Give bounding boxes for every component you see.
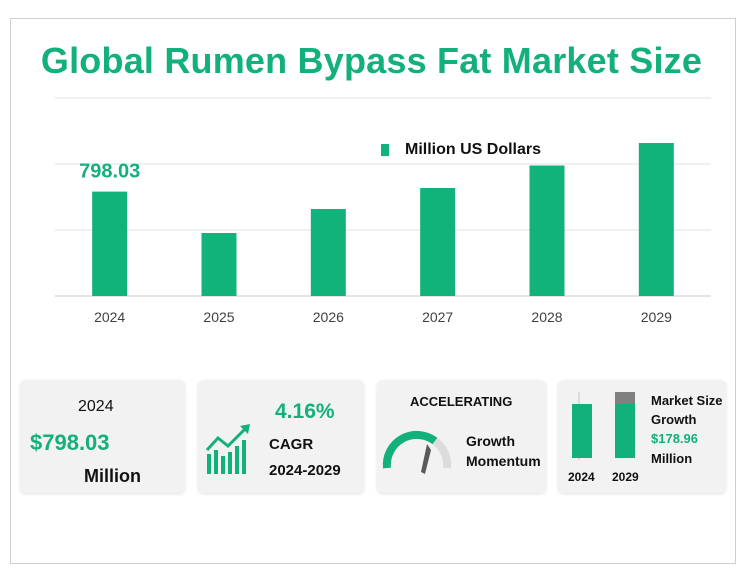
bar-2028 — [529, 165, 565, 296]
legend: Million US Dollars — [381, 141, 541, 159]
cagr-period: 2024-2029 — [269, 462, 341, 479]
base-year-card: 2024 $798.03 Million — [20, 380, 185, 493]
x-tick-label: 2029 — [641, 309, 672, 325]
x-tick-label: 2025 — [203, 309, 234, 325]
momentum-status: ACCELERATING — [410, 394, 513, 409]
growth-amount: $178.96 — [651, 431, 698, 446]
momentum-label-1: Growth — [466, 433, 515, 449]
growth-chart-icon — [205, 424, 250, 474]
base-year: 2024 — [78, 398, 114, 415]
cagr-card: 4.16% CAGR 2024-2029 — [198, 380, 364, 493]
x-tick-label: 2028 — [531, 309, 562, 325]
page-title: Global Rumen Bypass Fat Market Size — [40, 40, 703, 81]
bar-2025 — [201, 233, 237, 296]
cagr-rate: 4.16% — [275, 400, 335, 423]
growth-year-end: 2029 — [612, 470, 639, 484]
growth-unit: Million — [651, 451, 693, 466]
growth-bar-start — [572, 403, 592, 458]
bar-2026 — [310, 209, 346, 296]
growth-title-1: Market Size — [651, 393, 723, 408]
growth-bar-added — [615, 392, 635, 404]
momentum-card: ACCELERATING Growth Momentum — [377, 380, 546, 493]
growth-year-start: 2024 — [568, 470, 595, 484]
base-value: $798.03 — [30, 430, 110, 455]
cagr-label: CAGR — [269, 436, 314, 453]
bar-chart: 2024 798.03 2025 2026 2027 2028 2029 — [55, 97, 711, 325]
legend-swatch — [381, 144, 389, 156]
x-tick-label: 2024 — [94, 309, 125, 325]
legend-label: Million US Dollars — [405, 141, 542, 158]
base-unit: Million — [84, 466, 141, 486]
x-tick-label: 2027 — [422, 309, 453, 325]
data-label: 798.03 — [79, 161, 140, 183]
momentum-label-2: Momentum — [466, 453, 541, 469]
bar-2027 — [420, 188, 456, 296]
x-tick-label: 2026 — [313, 309, 344, 325]
growth-card: 2024 2029 Market Size Growth $178.96 Mil… — [558, 380, 726, 493]
gauge-icon — [382, 430, 452, 474]
growth-title-2: Growth — [651, 412, 697, 427]
bar-2024 — [92, 191, 128, 296]
bar-2029 — [638, 143, 674, 296]
growth-bar-end — [615, 403, 635, 458]
